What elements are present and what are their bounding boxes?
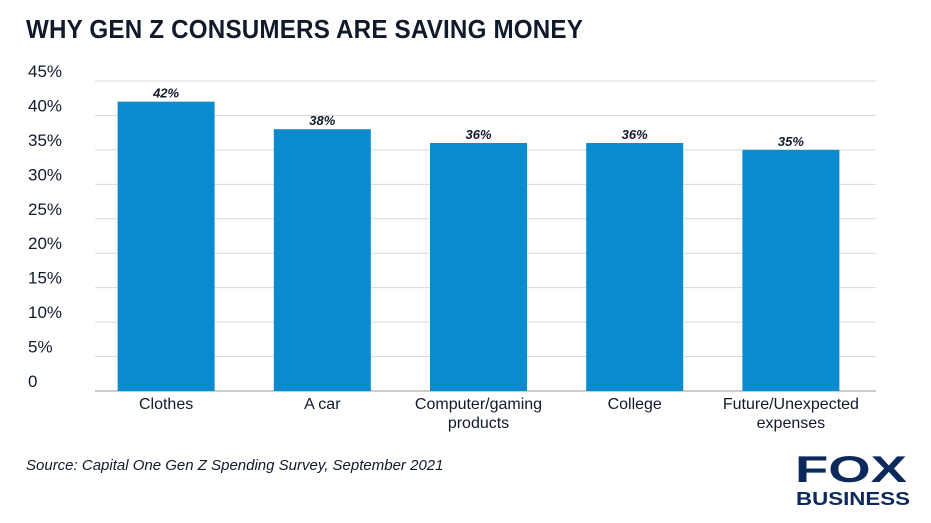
bar: [742, 149, 840, 391]
y-tick-label: 10%: [28, 303, 62, 322]
y-tick-label: 30%: [28, 165, 62, 184]
logo-fox-text: FOX: [795, 449, 907, 490]
data-label: 35%: [778, 134, 804, 149]
y-tick-label: 35%: [28, 131, 62, 150]
y-tick-label: 20%: [28, 234, 62, 253]
logo-business-text: BUSINESS: [796, 489, 910, 509]
x-category-label: College: [608, 396, 662, 413]
bar-chart: 0 5% 10% 15% 20% 25% 30% 35% 40% 45% 42% Clothes 38%…: [28, 62, 876, 432]
y-tick-label: 25%: [28, 200, 62, 219]
x-category-label: expenses: [757, 415, 826, 432]
data-label: 36%: [465, 127, 491, 142]
bar: [586, 143, 684, 391]
x-category-label: Computer/gaming: [415, 396, 542, 413]
bar: [273, 129, 371, 391]
y-tick-label: 40%: [28, 96, 62, 115]
bar: [430, 143, 527, 391]
bar: [117, 101, 215, 392]
chart-title: WHY GEN Z CONSUMERS ARE SAVING MONEY: [26, 14, 584, 44]
x-category-label: Future/Unexpected: [723, 396, 859, 413]
x-category-label: A car: [304, 396, 341, 413]
data-label: 36%: [622, 127, 648, 142]
fox-business-logo: FOX BUSINESS: [795, 449, 910, 509]
y-tick-label: 5%: [28, 338, 53, 357]
data-label: 38%: [309, 113, 335, 128]
source-note: Source: Capital One Gen Z Spending Surve…: [26, 457, 444, 474]
data-label: 42%: [152, 86, 179, 101]
x-category-label: Clothes: [139, 396, 193, 413]
y-tick-label: 15%: [28, 269, 62, 288]
x-category-label: products: [448, 415, 509, 432]
y-tick-label: 45%: [28, 62, 62, 81]
y-tick-label: 0: [28, 372, 37, 391]
